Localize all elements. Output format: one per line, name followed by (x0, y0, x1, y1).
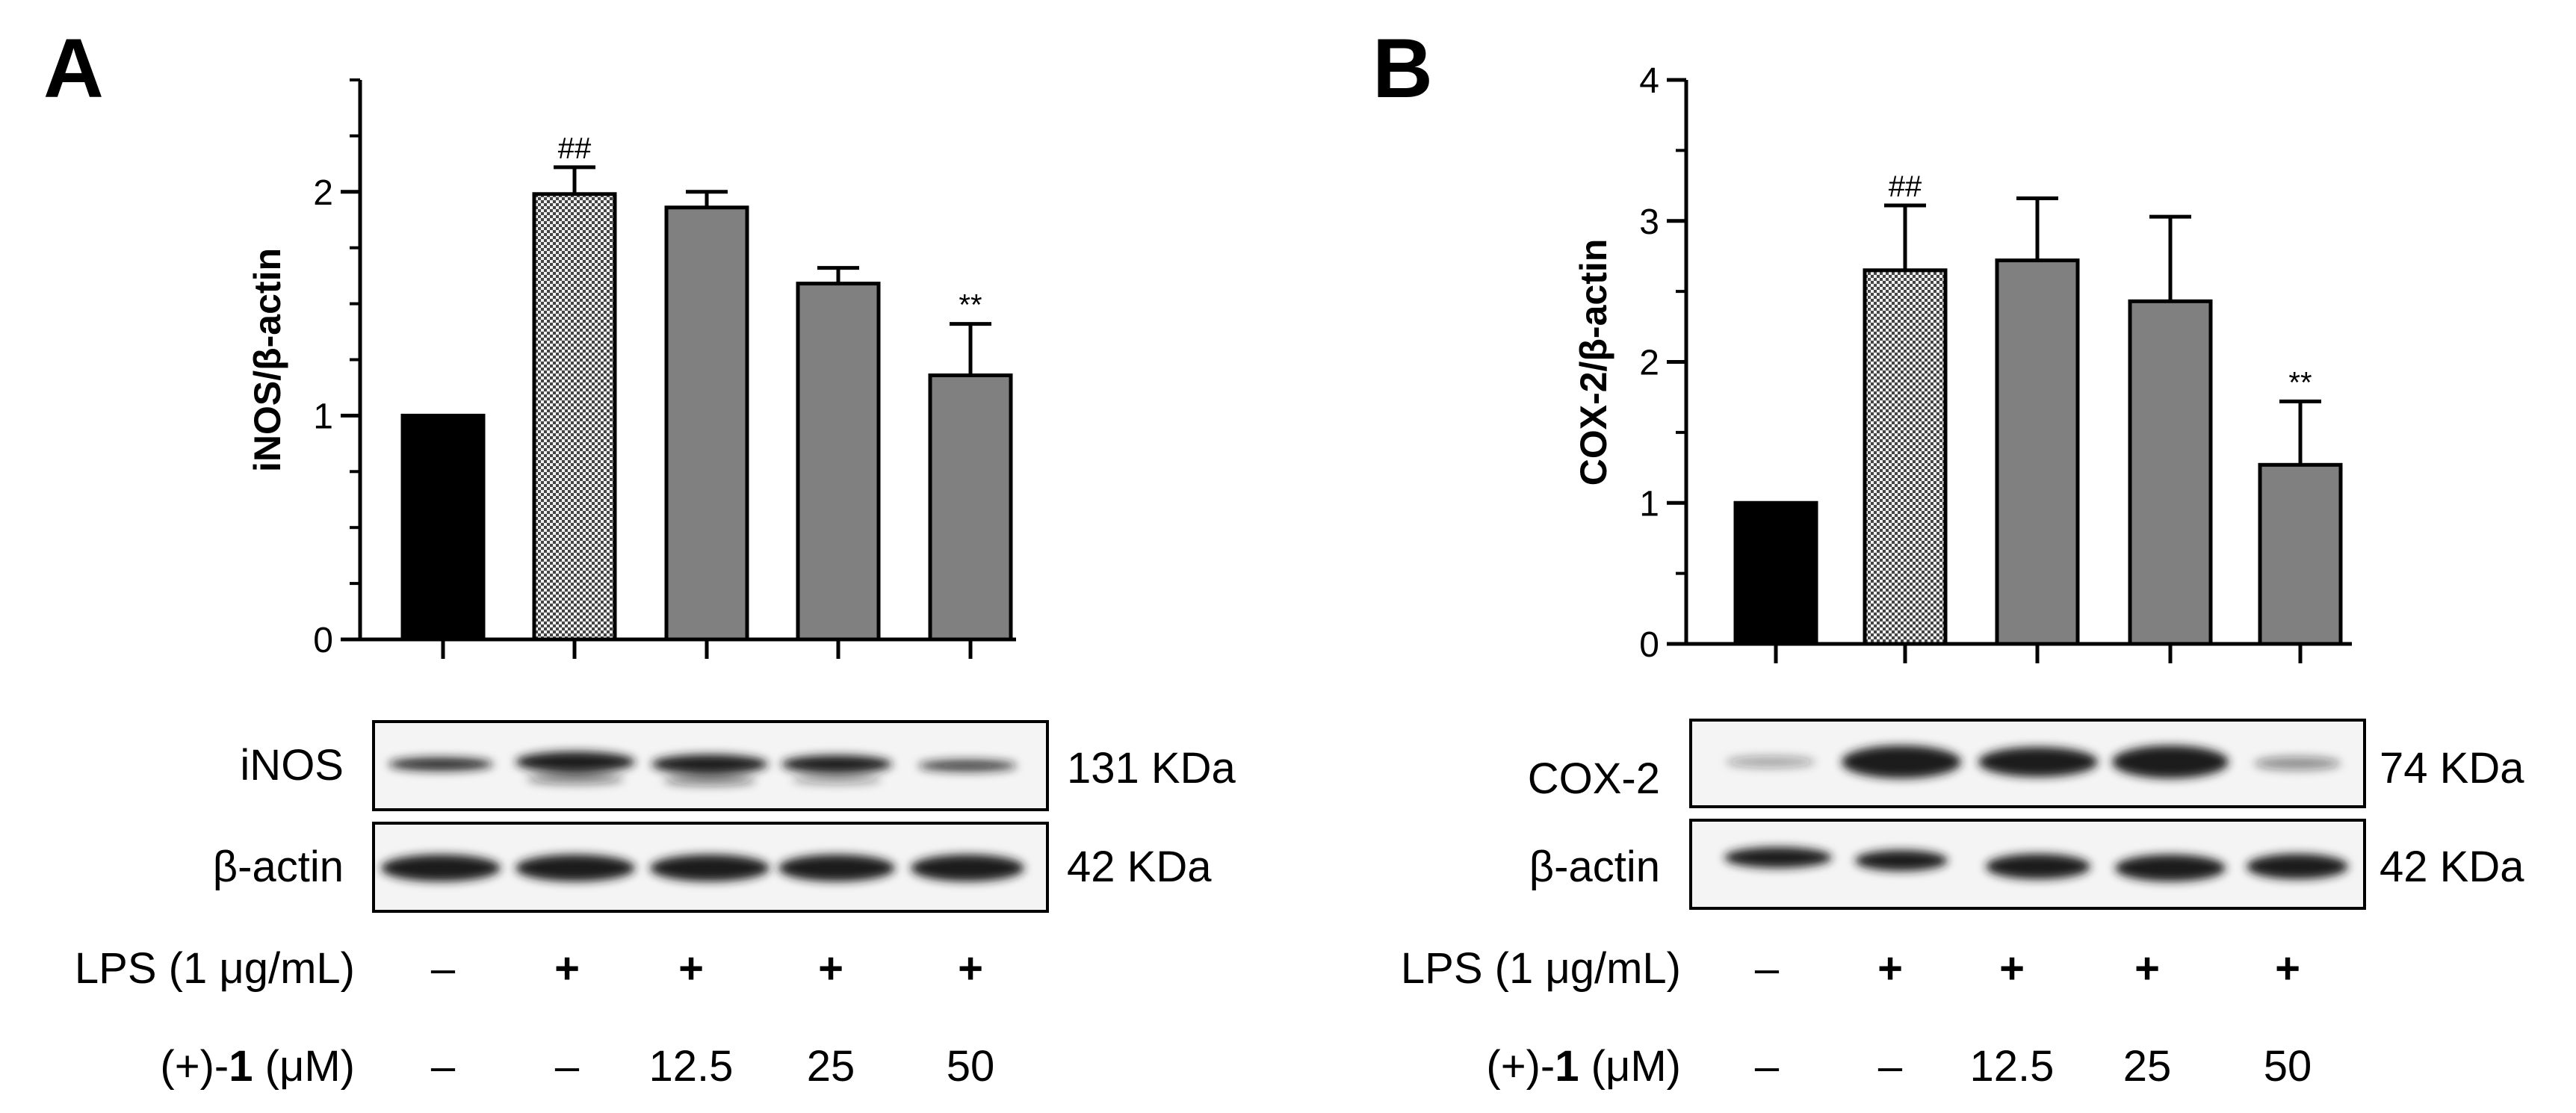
compound-dose-value: 25 (807, 1042, 855, 1091)
bar (796, 282, 881, 642)
significance-mark: ## (1889, 170, 1922, 203)
panel-a-major-ticks: 0 1 2 (313, 173, 360, 660)
panel-b-x-ticks (1774, 644, 2303, 663)
bar (400, 413, 486, 642)
y-tick-label: 1 (313, 397, 333, 436)
panel-a-cmpd-label-pre: (+)- (160, 1042, 229, 1091)
panel-a-blot: iNOS β-actin 131 KDa 42 KDa (213, 720, 1236, 913)
panel-b-blot-protein-2: β-actin (1529, 843, 1660, 891)
y-tick-label: 0 (1639, 625, 1659, 665)
panel-b: B 0 1 2 3 4 COX-2/β-actin ## ** (1372, 22, 2524, 1091)
panel-a-lps-label: LPS (1 μg/mL) (75, 944, 355, 993)
panel-b-cmpd-label-pre: (+)- (1486, 1042, 1555, 1091)
panel-a-lps-values: – + + + + (431, 944, 983, 993)
panel-b-blot-mw-2: 42 KDa (2380, 843, 2524, 891)
lps-value: + (1877, 944, 1903, 993)
y-tick-label: 2 (1639, 344, 1659, 383)
bar (928, 373, 1013, 642)
panel-b-cmpd-label-post: (μM) (1579, 1042, 1681, 1091)
compound-dose-value: 50 (947, 1042, 995, 1091)
panel-a-blot-mw-2: 42 KDa (1067, 843, 1212, 891)
lps-value: + (1999, 944, 2025, 993)
panel-b-bars: ## ** (1733, 170, 2343, 646)
panel-b-y-axis-title: COX-2/β-actin (1573, 239, 1614, 486)
panel-b-cmpd-values: – – 12.5 25 50 (1755, 1042, 2312, 1091)
bar (2128, 299, 2213, 646)
y-tick-label: 4 (1639, 61, 1659, 101)
bar (532, 192, 617, 642)
lps-value: + (2134, 944, 2160, 993)
bar (1733, 500, 1818, 646)
panel-a-bars: ## ** (400, 132, 1013, 642)
significance-mark: ** (959, 289, 982, 322)
y-tick-label: 2 (313, 173, 333, 213)
significance-mark: ** (2288, 366, 2312, 399)
compound-dose-value: 12.5 (649, 1042, 734, 1091)
bar (1995, 258, 2080, 646)
panel-b-label: B (1372, 22, 1433, 115)
lps-value: + (678, 944, 704, 993)
panel-a-cmpd-values: – – 12.5 25 50 (431, 1042, 994, 1091)
panel-b-blot-bands (1724, 745, 2348, 881)
compound-dose-value: 50 (2264, 1042, 2312, 1091)
panel-a-blot-bands (381, 751, 1024, 881)
panel-a: A 0 1 2 iNOS/β-actin ## ** (43, 22, 1236, 1091)
lps-value: + (2275, 944, 2300, 993)
lps-value: – (431, 944, 456, 993)
panel-a-cmpd-label: (+)-1 (μM) (160, 1042, 355, 1091)
panel-b-cmpd-label: (+)-1 (μM) (1486, 1042, 1681, 1091)
lps-value: – (1755, 944, 1780, 993)
panel-b-lps-values: – + + + + (1755, 944, 2300, 993)
panel-a-cmpd-label-post: (μM) (253, 1042, 355, 1091)
panel-a-blot-mw-1: 131 KDa (1067, 744, 1236, 793)
panel-a-blot-protein-1: iNOS (240, 741, 344, 790)
compound-dose-value: 12.5 (1970, 1042, 2055, 1091)
compound-dose-value: – (1755, 1042, 1780, 1091)
lps-value: + (818, 944, 843, 993)
compound-dose-value: – (431, 1042, 456, 1091)
panel-b-blot: COX-2 β-actin 74 KDa 42 KDa (1528, 719, 2524, 910)
panel-b-lps-label: LPS (1 μg/mL) (1401, 944, 1681, 993)
panel-b-blot-mw-1: 74 KDa (2380, 744, 2524, 793)
panel-a-cmpd-label-bold: 1 (229, 1042, 253, 1091)
bar (2258, 462, 2343, 646)
compound-dose-value: 25 (2123, 1042, 2172, 1091)
panel-a-blot-protein-2: β-actin (213, 843, 344, 891)
panel-a-y-axis-title: iNOS/β-actin (247, 248, 288, 472)
bar (1863, 268, 1948, 646)
lps-value: + (554, 944, 580, 993)
compound-dose-value: – (1878, 1042, 1903, 1091)
panel-b-major-ticks: 0 1 2 3 4 (1639, 61, 1686, 665)
panel-b-blot-protein-1: COX-2 (1528, 754, 1660, 803)
lps-value: + (958, 944, 983, 993)
y-tick-label: 3 (1639, 202, 1659, 242)
y-tick-label: 0 (313, 621, 333, 660)
panel-b-cmpd-label-bold: 1 (1555, 1042, 1579, 1091)
y-tick-label: 1 (1639, 484, 1659, 524)
compound-dose-value: – (555, 1042, 580, 1091)
panel-a-x-ticks (441, 639, 973, 659)
bar (664, 205, 749, 642)
significance-mark: ## (558, 132, 592, 165)
panel-a-label: A (43, 22, 104, 115)
